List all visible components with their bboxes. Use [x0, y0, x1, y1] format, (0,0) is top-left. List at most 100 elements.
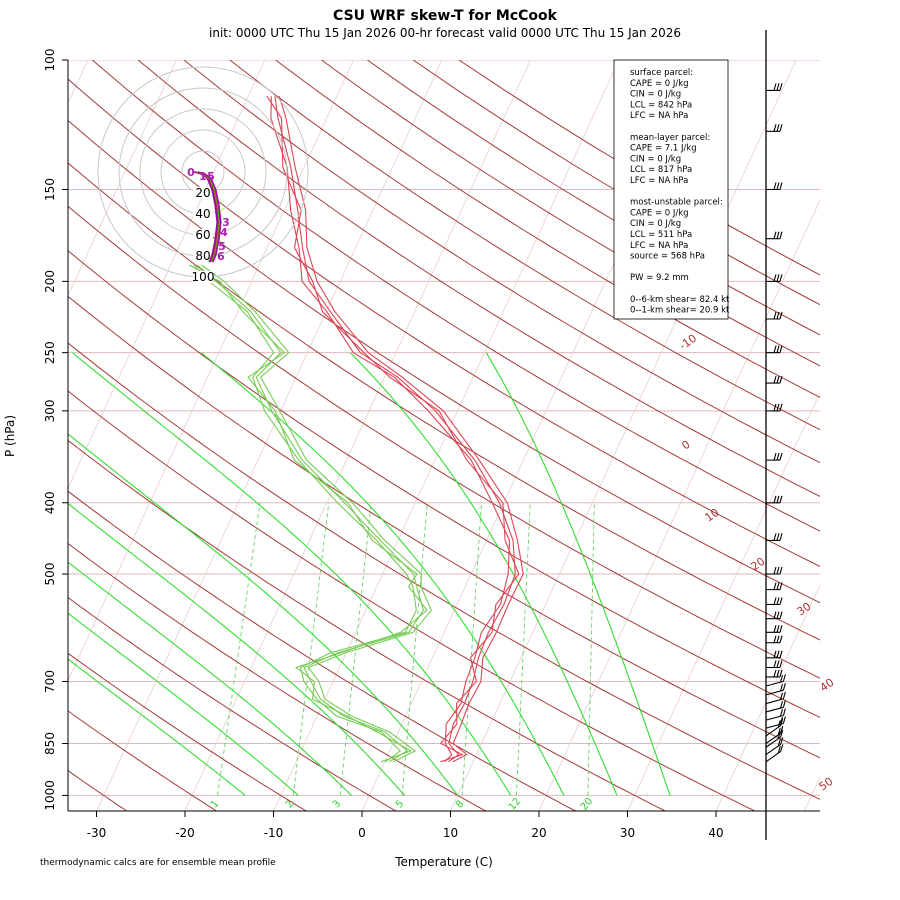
wind-barb-flag [777, 727, 781, 736]
dry-adiabat [68, 390, 756, 811]
mixing-ratio-label: 1 [209, 798, 222, 810]
wind-barb-flag [777, 746, 781, 754]
mixing-ratio-line [292, 502, 330, 796]
chart-title: CSU WRF skew-T for McCook [333, 8, 558, 24]
wind-barb-flag [779, 700, 784, 709]
wind-barb-flag [776, 124, 780, 132]
isotherm-label: 10 [703, 506, 722, 525]
wind-barb-flag [776, 231, 780, 239]
isotherm-label: 50 [817, 775, 836, 794]
mixing-ratio-line [587, 502, 595, 796]
info-box-line: surface parcel: [630, 68, 693, 78]
footnote: thermodynamic calcs are for ensemble mea… [40, 858, 276, 868]
dry-adiabat [275, 60, 820, 399]
hodograph-point-label: 1 [199, 170, 207, 183]
wind-barb-flag [776, 83, 780, 91]
wind-barb-flag [773, 597, 777, 605]
y-axis-label: P (hPa) [3, 415, 17, 457]
hodograph-ring-label: 20 [195, 186, 210, 200]
wind-barb-flag [773, 495, 777, 503]
wind-barb-flag [779, 611, 783, 619]
wind-barb-flag [776, 597, 780, 605]
wind-barb-flag [773, 345, 777, 353]
dry-adiabat [229, 60, 820, 431]
wind-barb-flag [773, 669, 777, 678]
mixing-ratio-label: 3 [331, 798, 344, 810]
wind-barb-flag [779, 717, 784, 725]
dry-adiabat [91, 60, 820, 532]
x-tick-label: 20 [531, 826, 546, 840]
wind-barb-flag [773, 650, 777, 658]
dry-adiabat [137, 60, 820, 498]
wind-barb-flag [779, 674, 784, 683]
info-box-line: LFC = NA hPa [630, 111, 688, 121]
wind-barb-flag [773, 611, 777, 619]
hodograph-ring-label: 60 [195, 228, 210, 242]
wind-barb-flag [773, 533, 777, 541]
hodograph-point-label: 6 [217, 250, 225, 263]
wind-barb-shaft [765, 732, 782, 744]
y-tick-label: 400 [43, 491, 57, 514]
isotherm-line [68, 60, 177, 297]
moist-adiabat [68, 658, 246, 796]
isotherm-line [68, 60, 354, 682]
isotherm-label: 20 [749, 555, 768, 574]
isotherm-line [538, 199, 820, 811]
sounding-trace [188, 264, 428, 763]
wind-barb-flag [779, 274, 783, 282]
wind-barb-flag [779, 597, 783, 605]
wind-barb-flag [780, 737, 784, 745]
wind-barb-flag [780, 744, 784, 752]
wind-barb-flag [779, 650, 783, 658]
wind-barb-flag [779, 533, 783, 541]
wind-barb-flag [776, 566, 780, 575]
mixing-ratio-label: 8 [454, 798, 467, 810]
wind-barb-flag [776, 274, 780, 282]
wind-barb-shaft [765, 743, 782, 756]
isotherm-line [184, 60, 531, 811]
wind-barb-flag [773, 182, 777, 190]
chart-subtitle: init: 0000 UTC Thu 15 Jan 2026 00-hr for… [209, 26, 681, 40]
info-box-line: CAPE = 7.1 J/kg [630, 144, 697, 154]
moist-adiabat [350, 352, 618, 796]
wind-barb-flag [773, 635, 777, 643]
hodograph-point-label: 0 [187, 166, 195, 179]
wind-barb-flag [782, 708, 786, 716]
wind-barb-shaft [765, 722, 784, 729]
wind-barb-shaft [765, 714, 784, 721]
wind-barb-flag [779, 709, 784, 717]
x-tick-label: -30 [87, 826, 107, 840]
info-box-line: LCL = 842 hPa [630, 100, 692, 110]
wind-barb-shaft [765, 680, 784, 687]
mixing-ratio-label: 12 [507, 796, 524, 813]
hodograph-ring-label-bg [193, 229, 213, 241]
wind-barb-flag [779, 635, 783, 643]
sounding-lines [188, 95, 524, 763]
info-box-line: mean-layer parcel: [630, 133, 710, 143]
wind-barb-flag [776, 345, 780, 353]
wind-barb-flag [773, 311, 777, 320]
mixing-ratio-label: 5 [394, 798, 407, 810]
wind-barb-flag [779, 692, 784, 700]
x-axis-label: Temperature (C) [394, 855, 493, 869]
wind-barb-flag [776, 582, 780, 590]
hodograph-ring-label-bg [193, 208, 213, 220]
dry-adiabat [68, 342, 820, 800]
wind-barb-flag [773, 124, 777, 132]
x-tick-label: -20 [175, 826, 195, 840]
wind-barb-flag [779, 582, 783, 590]
y-tick-label: 150 [43, 178, 57, 201]
hodograph-point-label: 3 [222, 216, 230, 229]
y-tick-label: 850 [43, 732, 57, 755]
isotherm-line [804, 776, 820, 811]
isotherm-label: 40 [818, 676, 837, 695]
wind-barb-shaft [765, 736, 782, 748]
x-tick-label: 10 [443, 826, 458, 840]
sounding-trace [278, 96, 524, 763]
isotherm-line [893, 60, 900, 811]
wind-barb-flag [782, 700, 786, 708]
sounding-trace [270, 96, 511, 763]
wind-barb-flag [779, 403, 783, 412]
